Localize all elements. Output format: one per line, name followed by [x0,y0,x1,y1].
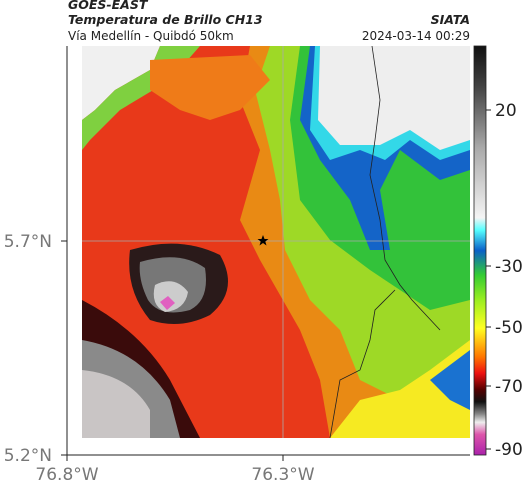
satellite-image [82,46,470,438]
subtitle: Temperatura de Brillo CH13 [68,12,263,27]
colorbar-tick-label: -30 [495,257,523,277]
lon-tick-label: 76.3°W [251,465,314,485]
lat-tick-label: 5.7°N [4,232,52,252]
datetime: 2024-03-14 00:29 [362,29,470,43]
lon-tick-label: 76.8°W [35,465,98,485]
ticks: 5.7°N 5.2°N76.8°W 76.3°W 20 -30 -50 -70 -90 [4,101,523,485]
source: SIATA [431,12,470,27]
colorbar-tick-label: -70 [495,377,523,397]
colorbar-tick-label: -50 [495,318,523,338]
colorbar-tick-label: 20 [495,101,517,121]
lat-tick-label: 5.2°N [4,446,52,466]
colorbar [473,45,487,456]
colorbar-tick-label: -90 [495,440,523,460]
route: Vía Medellín - Quibdó 50km [68,29,234,43]
title: GOES-EAST [68,0,149,12]
